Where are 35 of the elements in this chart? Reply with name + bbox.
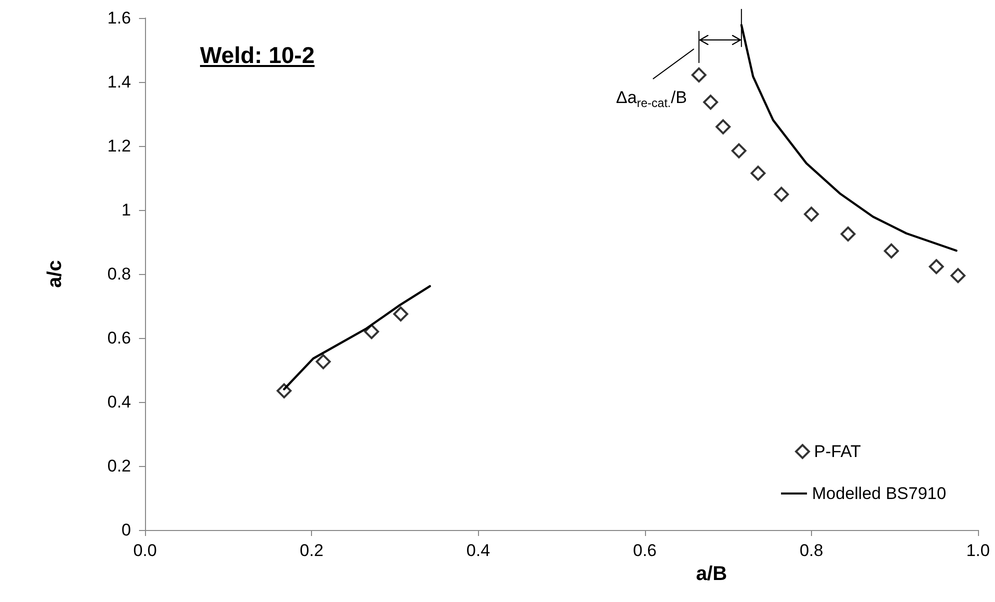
point [774,186,789,202]
y-tick-label: 1 [122,200,131,220]
x-axis-title: a/B [696,562,728,585]
y-tick-label: 0.8 [107,264,131,284]
point [884,243,899,258]
y-tick-label: 0.4 [107,392,131,412]
x-tick-label: 1.0 [966,541,990,560]
x-tick-label: 0.0 [133,541,157,560]
y-tick-label: 1.4 [107,72,131,92]
annotation: Δa$_{re-cat.}$/B [616,88,687,110]
y-tick-label: 1.2 [107,136,131,156]
x-tick-label: 0.6 [632,541,657,560]
point [840,226,856,242]
y-tick-label: 0.6 [107,328,131,348]
point [316,354,331,370]
legend-label: Modelled BS7910 [812,484,946,503]
point [731,143,746,158]
point [691,67,706,82]
point [703,94,718,110]
x-tick-label: 0.4 [466,541,490,560]
point [928,259,944,274]
x-tick-label: 0.2 [300,541,324,560]
point [950,268,966,284]
point [393,306,408,322]
y-tick-label: 1.6 [107,8,131,28]
y-axis-title: a/c [44,260,66,288]
point [364,324,380,340]
point [750,166,766,181]
point [804,206,819,222]
y-tick-label: 0 [122,520,131,540]
legend-label: P-FAT [814,442,861,461]
point [716,119,731,134]
text: Weld: 10-2 [200,42,315,69]
x-tick-label: 0.8 [800,541,824,560]
y-tick-label: 0.2 [107,456,131,476]
